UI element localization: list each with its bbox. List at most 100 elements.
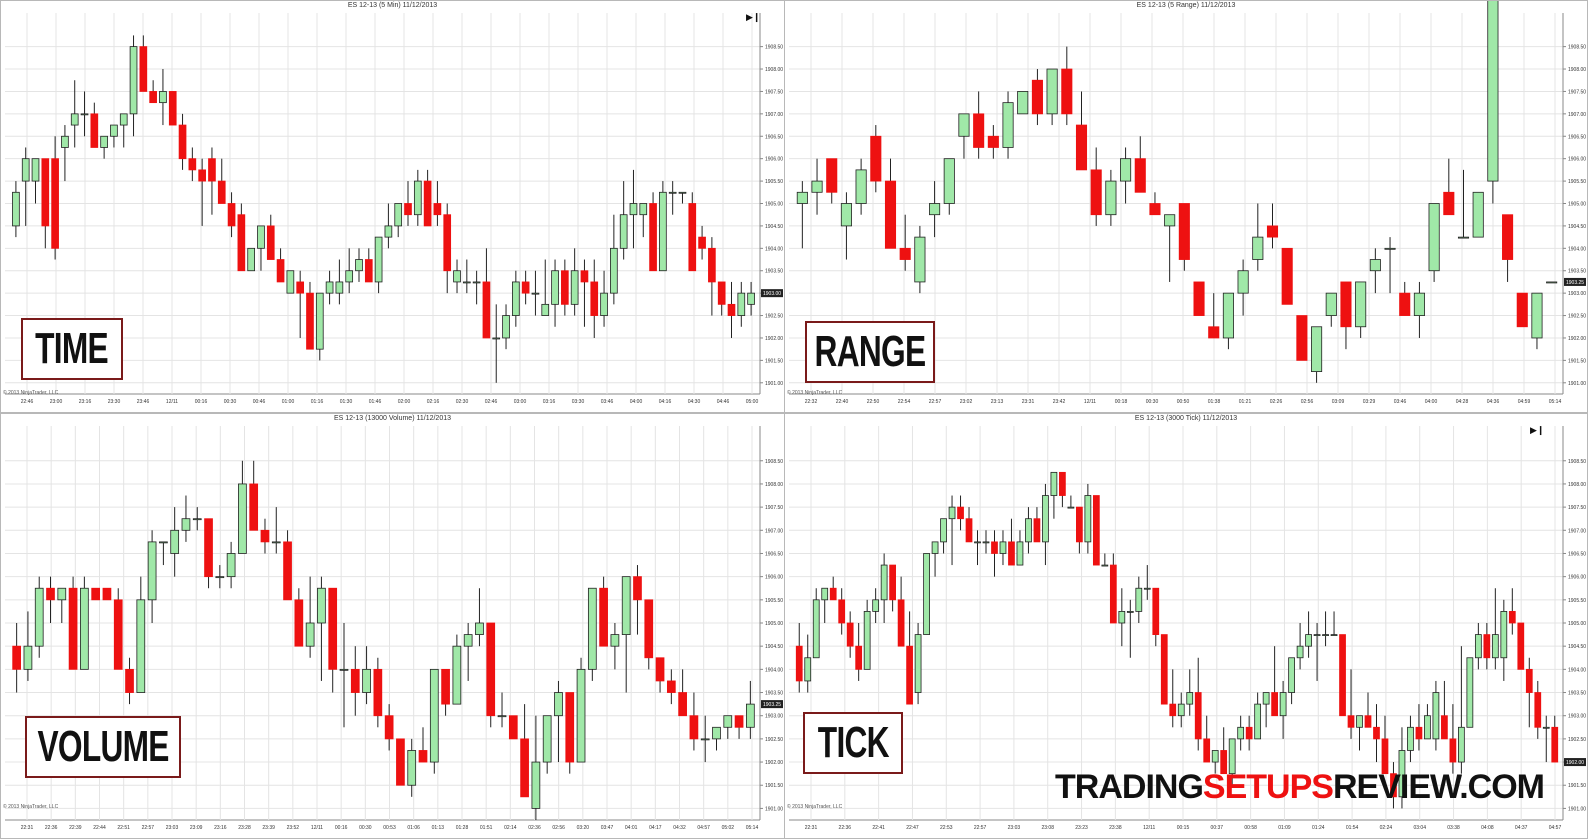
candle bbox=[1339, 634, 1346, 717]
candle bbox=[1134, 136, 1146, 193]
candle bbox=[413, 169, 422, 226]
candle bbox=[554, 680, 563, 763]
candle bbox=[795, 623, 803, 693]
chart-label-box: TICK bbox=[803, 712, 903, 774]
candle-body-down bbox=[1347, 715, 1355, 728]
candle bbox=[1296, 315, 1308, 361]
candle bbox=[520, 704, 529, 798]
y-tick-label: 1906.50 bbox=[1568, 134, 1586, 140]
candle bbox=[462, 259, 471, 294]
candle bbox=[855, 623, 863, 681]
x-tick-label: 00:30 bbox=[359, 825, 372, 831]
y-tick-label: 1905.00 bbox=[765, 202, 783, 208]
chart-panel-time: 1908.50 1908.00 1907.50 1907.00 1906.50 1906.… bbox=[0, 0, 785, 413]
x-tick-label: 22:31 bbox=[805, 825, 818, 831]
y-tick-label: 1901.00 bbox=[765, 381, 783, 387]
candle bbox=[561, 259, 569, 316]
candle bbox=[12, 181, 20, 238]
candle bbox=[12, 623, 21, 693]
copyright-text: © 2013 NinjaTrader, LLC bbox=[787, 804, 843, 810]
copyright-text: © 2013 NinjaTrader, LLC bbox=[3, 390, 59, 396]
candle-body-down bbox=[991, 541, 998, 554]
candle-body-up bbox=[1084, 495, 1092, 543]
chart-label: VOLUME bbox=[37, 722, 169, 771]
candle bbox=[948, 495, 956, 566]
candle bbox=[418, 727, 428, 763]
candle-body-down bbox=[838, 599, 846, 624]
candle bbox=[1152, 587, 1160, 647]
candle bbox=[1534, 680, 1542, 739]
candle-body-down bbox=[565, 692, 575, 763]
y-tick-label: 1906.50 bbox=[765, 551, 783, 557]
x-tick-label: 23:13 bbox=[991, 399, 1004, 405]
candle-body-up bbox=[1237, 726, 1245, 740]
candle bbox=[1483, 623, 1491, 670]
candle-body-down bbox=[1134, 158, 1146, 193]
y-tick-label: 1901.50 bbox=[1568, 358, 1586, 364]
candle bbox=[257, 225, 265, 271]
x-tick-label: 22:36 bbox=[839, 825, 852, 831]
candle-body-up bbox=[737, 292, 746, 316]
candle bbox=[811, 158, 823, 215]
scroll-to-end-icon[interactable]: ▶❙ bbox=[746, 13, 761, 23]
candle-body-up bbox=[384, 225, 393, 238]
candle bbox=[271, 507, 281, 554]
candle bbox=[633, 565, 642, 635]
candle bbox=[46, 576, 55, 623]
candle bbox=[897, 576, 905, 647]
candle bbox=[1017, 91, 1029, 115]
x-tick-label: 22:36 bbox=[45, 825, 58, 831]
y-tick-label: 1907.50 bbox=[765, 89, 783, 95]
candle bbox=[1281, 247, 1293, 305]
x-tick-label: 23:09 bbox=[190, 825, 203, 831]
candle-body-down bbox=[1245, 726, 1253, 740]
scroll-to-end-icon[interactable]: ▶❙ bbox=[1530, 426, 1545, 436]
candle bbox=[1407, 715, 1414, 763]
candle-body-up bbox=[1472, 191, 1484, 238]
last-price-label: 1903.00 bbox=[763, 291, 781, 297]
candle bbox=[296, 270, 305, 338]
candle bbox=[600, 270, 608, 327]
candle-body-up bbox=[1500, 611, 1508, 659]
candle-body-up bbox=[1322, 634, 1329, 636]
candle bbox=[249, 460, 259, 531]
candle bbox=[1415, 704, 1423, 751]
candle bbox=[1288, 657, 1295, 705]
candle-body-up bbox=[1046, 68, 1058, 115]
candle-body-down bbox=[373, 668, 383, 717]
x-tick-label: 23:16 bbox=[79, 399, 92, 405]
candle bbox=[929, 181, 941, 238]
candle-body-up bbox=[497, 715, 507, 718]
candle bbox=[423, 169, 432, 227]
candle-body-up bbox=[1311, 326, 1323, 372]
y-tick-label: 1908.50 bbox=[765, 45, 783, 51]
candle bbox=[475, 588, 484, 647]
candle bbox=[51, 136, 59, 260]
candle bbox=[1193, 281, 1205, 316]
candle-body-down bbox=[486, 622, 496, 717]
candle-body-up bbox=[1542, 726, 1550, 729]
x-tick-label: 12/11 bbox=[1143, 825, 1155, 831]
y-tick-label: 1902.50 bbox=[765, 314, 783, 320]
y-tick-label: 1903.00 bbox=[1568, 291, 1586, 297]
x-tick-label: 01:54 bbox=[1346, 825, 1359, 831]
candle bbox=[1296, 623, 1304, 670]
x-tick-label: 02:00 bbox=[398, 399, 411, 405]
candle-body-up bbox=[587, 587, 597, 670]
candle-body-up bbox=[181, 518, 191, 531]
candle-body-up bbox=[394, 203, 403, 227]
candle-body-up bbox=[1296, 645, 1304, 659]
x-tick-label: 03:00 bbox=[514, 399, 527, 405]
candle bbox=[204, 518, 213, 589]
brand-part-review: REVIEW.COM bbox=[1332, 768, 1545, 806]
candle bbox=[1143, 565, 1151, 600]
candle bbox=[619, 181, 628, 260]
candle bbox=[139, 35, 148, 92]
candle bbox=[1016, 530, 1024, 566]
candle bbox=[999, 530, 1007, 566]
candle bbox=[599, 576, 608, 647]
candle-body-up bbox=[678, 191, 687, 194]
time-chart: 1908.50 1908.00 1907.50 1907.00 1906.50 1906.… bbox=[5, 13, 783, 405]
candle-body-down bbox=[433, 203, 442, 216]
candle bbox=[1305, 611, 1312, 658]
